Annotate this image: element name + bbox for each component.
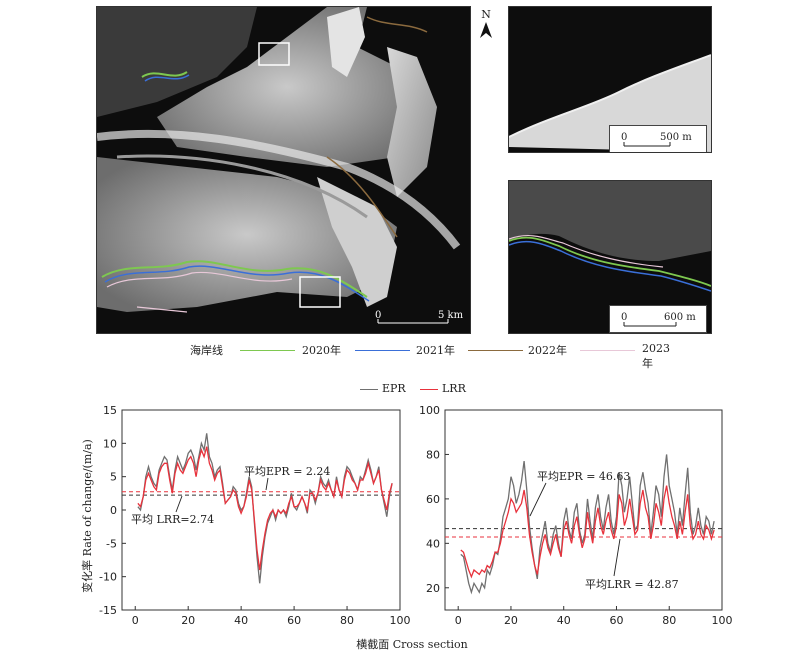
left-ytick-label: 0 xyxy=(110,504,117,517)
land-northwest xyxy=(97,7,257,117)
annot-right-lrr-arrow xyxy=(613,538,621,577)
right-xtick-label: 80 xyxy=(662,614,676,627)
annot-right-epr-arrow xyxy=(529,482,547,517)
shoreline-2020 xyxy=(101,71,368,298)
inset-bottom-shoreline-2020 xyxy=(509,236,711,287)
left-series-epr xyxy=(137,433,393,584)
annot-right-epr: 平均EPR = 46.63 xyxy=(537,470,630,483)
annot-right-lrr: 平均LRR = 42.87 xyxy=(585,578,679,591)
land-north-spit xyxy=(327,7,365,77)
right-series-epr xyxy=(460,454,715,595)
annot-left-lrr: 平均 LRR=2.74 xyxy=(131,513,214,526)
map-legend-title: 海岸线 xyxy=(190,344,223,357)
land-southeast-spit xyxy=(317,177,397,307)
left-ytick-label: 5 xyxy=(110,471,117,484)
inset-top-scale-bar: 0 500 m xyxy=(609,125,707,152)
right-ytick-label: 60 xyxy=(426,493,440,506)
y-axis-label: 变化率 Rate of change/(m/a) xyxy=(80,439,94,593)
right-ytick-label: 80 xyxy=(426,448,440,461)
inset-top-scale-left: 0 xyxy=(621,132,627,143)
inset-top-scale-right: 500 m xyxy=(660,132,692,143)
main-scale-bar: 0 5 km xyxy=(372,307,464,329)
inset-map-top: 0 500 m xyxy=(508,6,712,153)
left-ytick-label: -15 xyxy=(99,604,117,617)
left-xtick-label: 60 xyxy=(287,614,301,627)
inset-bottom-scale-left: 0 xyxy=(621,312,627,323)
legend-line-lrr xyxy=(420,389,438,390)
left-xtick-label: 80 xyxy=(340,614,354,627)
map-main-graphic xyxy=(97,7,461,313)
x-axis-label: 横截面 Cross section xyxy=(356,637,468,651)
right-xtick-label: 0 xyxy=(455,614,462,627)
right-ytick-label: 40 xyxy=(426,537,440,550)
right-ytick-label: 20 xyxy=(426,582,440,595)
highlight-box-north xyxy=(258,42,290,66)
channel-main xyxy=(97,129,461,250)
legend-label-2021: 2021年 xyxy=(416,344,455,357)
shoreline-2022 xyxy=(326,16,428,238)
north-arrow-icon xyxy=(480,22,492,38)
right-xtick-label: 20 xyxy=(504,614,518,627)
map-legend: 海岸线 2020年 2021年 2022年 2023年 xyxy=(190,342,670,370)
land-south xyxy=(97,157,397,312)
left-plot-frame xyxy=(121,409,401,611)
chart-legend: EPR LRR xyxy=(360,382,500,396)
highlight-box-south xyxy=(299,276,341,308)
inset-bottom-scale-bar: 0 600 m xyxy=(609,305,707,333)
left-series-lrr xyxy=(137,446,393,571)
chart-right: 20 40 60 80 100 0 20 40 60 80 100 xyxy=(419,404,733,627)
land-northeast-spit xyxy=(387,47,437,197)
inset-bottom-shoreline-2021 xyxy=(509,240,711,292)
legend-line-2021 xyxy=(355,350,410,351)
channel-secondary xyxy=(116,154,368,219)
inset-bottom-land xyxy=(509,181,711,261)
legend-label-2020: 2020年 xyxy=(302,344,341,357)
north-label: N xyxy=(481,8,491,21)
left-xtick-label: 20 xyxy=(181,614,195,627)
legend-label-2023: 2023年 xyxy=(642,342,670,370)
inset-bottom-scale-graphic: 0 600 m xyxy=(621,312,696,327)
annot-left-lrr-arrow xyxy=(175,495,183,513)
annot-left-epr: 平均EPR = 2.24 xyxy=(244,465,330,478)
legend-label-2022: 2022年 xyxy=(528,344,567,357)
right-xtick-label: 100 xyxy=(712,614,733,627)
inset-bottom-graphic xyxy=(509,181,711,292)
inset-top-scale-graphic: 0 500 m xyxy=(621,132,692,147)
legend-line-2023 xyxy=(580,350,635,351)
legend-line-2020 xyxy=(240,350,295,351)
legend-line-2022 xyxy=(468,350,523,351)
shoreline-2023 xyxy=(106,271,293,313)
right-xtick-label: 40 xyxy=(557,614,571,627)
annot-left-epr-arrow xyxy=(265,477,269,491)
right-series-lrr xyxy=(460,485,715,579)
main-scale-right: 5 km xyxy=(438,310,464,321)
legend-label-lrr: LRR xyxy=(442,382,466,395)
satellite-map-main: 0 5 km xyxy=(96,6,471,334)
right-ytick-label: 100 xyxy=(419,404,440,417)
left-xtick-label: 0 xyxy=(132,614,139,627)
left-ytick-label: 15 xyxy=(103,404,117,417)
right-xtick-label: 60 xyxy=(609,614,623,627)
inset-bottom-shoreline-2023 xyxy=(509,235,664,268)
chart-left: -15 -10 -5 0 5 10 15 0 20 40 60 80 100 xyxy=(99,404,410,627)
inset-bottom-scale-right: 600 m xyxy=(664,312,696,323)
legend-line-epr xyxy=(360,389,378,390)
legend-label-epr: EPR xyxy=(382,382,406,395)
north-arrow: N xyxy=(478,8,494,40)
left-ytick-label: -5 xyxy=(106,537,117,550)
left-xtick-label: 40 xyxy=(234,614,248,627)
right-plot-frame xyxy=(444,409,723,611)
left-ytick-label: 10 xyxy=(103,437,117,450)
main-scale-left: 0 xyxy=(375,310,381,321)
inset-map-bottom: 0 600 m xyxy=(508,180,712,334)
main-scale-graphic: 0 5 km xyxy=(375,310,464,324)
left-xtick-label: 100 xyxy=(390,614,411,627)
inset-top-shoreline xyxy=(509,54,711,138)
left-ytick-label: -10 xyxy=(99,571,117,584)
